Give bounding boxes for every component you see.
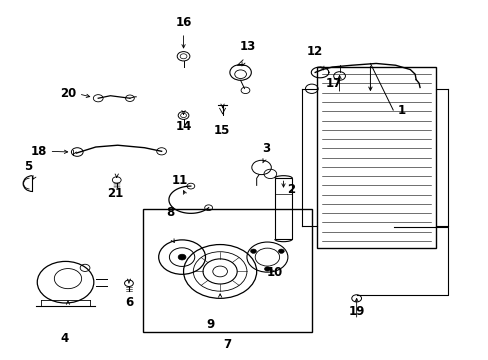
Circle shape (264, 267, 270, 271)
Circle shape (250, 249, 256, 253)
Text: 7: 7 (223, 338, 231, 351)
Text: 9: 9 (206, 318, 214, 330)
Text: 6: 6 (124, 296, 133, 309)
Bar (316, 67, 435, 248)
Text: 11: 11 (172, 174, 188, 187)
Text: 20: 20 (60, 87, 76, 100)
Text: 15: 15 (213, 124, 229, 137)
Text: 3: 3 (262, 142, 270, 155)
Circle shape (178, 254, 185, 260)
Text: 18: 18 (31, 145, 47, 158)
Text: 13: 13 (239, 40, 255, 53)
Bar (143, 209, 311, 332)
Text: 10: 10 (266, 266, 282, 279)
Text: 14: 14 (175, 120, 191, 134)
Text: 19: 19 (348, 305, 364, 318)
Text: 5: 5 (23, 160, 32, 173)
Text: 4: 4 (60, 332, 68, 345)
Text: 8: 8 (166, 206, 174, 220)
Text: 16: 16 (175, 17, 191, 30)
Bar (274, 178, 292, 239)
Text: 12: 12 (306, 45, 323, 58)
Text: 17: 17 (325, 77, 341, 90)
Circle shape (278, 249, 284, 253)
Text: 1: 1 (397, 104, 406, 117)
Text: 2: 2 (286, 183, 294, 196)
Text: 21: 21 (107, 187, 123, 200)
